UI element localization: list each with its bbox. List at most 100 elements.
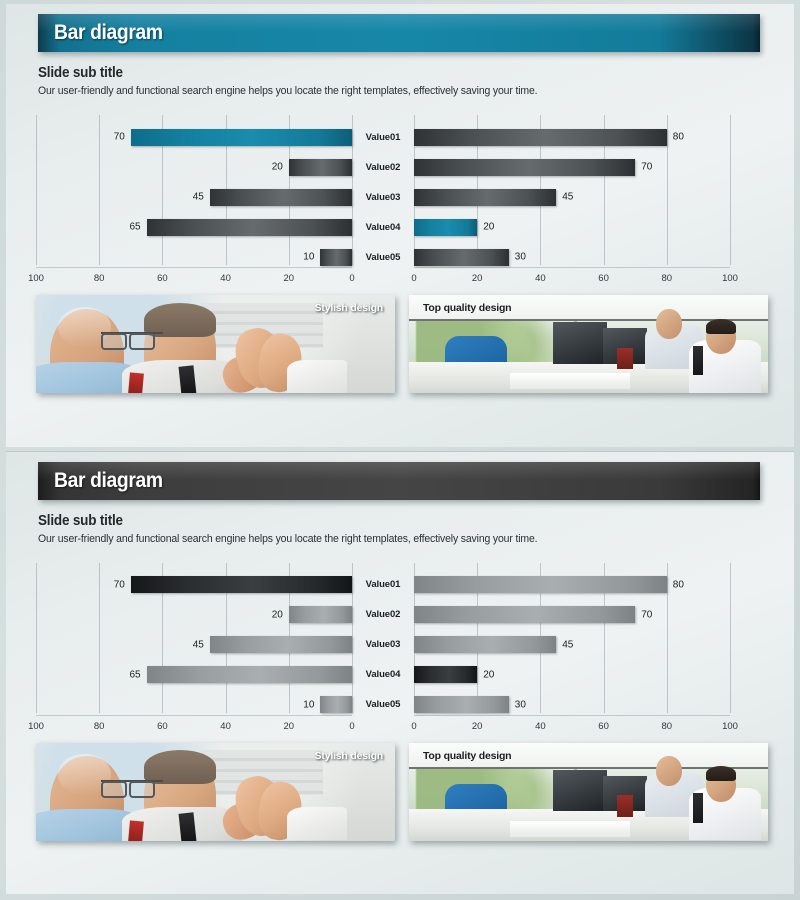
slide-2-subtext: Our user-friendly and functional search … [38, 532, 538, 545]
bar-value05[interactable]: 10 [303, 248, 352, 266]
axis-tick-label: 60 [157, 273, 168, 284]
slide-1-chart-right: 80 70 45 20 30 0 20 40 60 80 100 [411, 115, 738, 287]
bar-value-label: 20 [271, 161, 283, 173]
slide-2-caption-stylish-design: Stylish design [314, 749, 384, 762]
bar-row[interactable]: 10 [36, 242, 352, 272]
bar-row[interactable]: 70 [36, 570, 352, 600]
bar-row[interactable]: 45 [414, 182, 730, 212]
slide-2-charts: 70 20 45 65 10 100 80 60 40 20 0 Value01 Value02 Val… [28, 562, 774, 735]
bar-value01[interactable]: 70 [114, 576, 352, 593]
bar-row[interactable]: 80 [414, 122, 730, 152]
slide-1-photos: Stylish design Top quality design [32, 295, 774, 393]
bar-value01[interactable]: 70 [114, 128, 352, 146]
bar-value02[interactable]: 20 [272, 158, 352, 176]
bar-value05[interactable]: 30 [414, 248, 526, 266]
bar-row[interactable]: 20 [36, 600, 352, 630]
slide-2-subtitle: Slide sub title [38, 512, 123, 529]
photo-monitor-1 [552, 769, 607, 812]
bar-value01[interactable]: 80 [414, 576, 684, 593]
bar-row[interactable]: 20 [414, 660, 730, 690]
bar-value-label: 45 [562, 191, 574, 203]
bar-value03[interactable]: 45 [414, 188, 573, 206]
bar-value-label: 70 [641, 161, 653, 173]
plot-area: 80 70 45 20 30 [414, 115, 731, 266]
axis-tick-label: 80 [661, 720, 673, 732]
axis-tick-label: 20 [471, 273, 483, 284]
bar-value03[interactable]: 45 [193, 636, 352, 653]
bar-rows: 70 20 45 65 10 [36, 115, 352, 272]
photo-caption-band [409, 742, 768, 769]
bar-value03[interactable]: 45 [414, 636, 573, 653]
bar-value-label: 70 [113, 579, 125, 590]
category-label-value03: Value03 [365, 191, 401, 203]
bar-value04[interactable]: 65 [129, 666, 352, 683]
bar-row[interactable]: 30 [414, 242, 730, 272]
bar-value04[interactable]: 20 [414, 666, 494, 683]
axis-tick-label: 40 [535, 720, 546, 732]
bar-row[interactable]: 70 [414, 152, 730, 182]
x-axis: 100 80 60 40 20 0 [28, 714, 355, 735]
bar-rows: 70 20 45 65 10 [36, 563, 352, 720]
axis-tick-label: 100 [722, 273, 738, 284]
bar-value-label: 45 [192, 191, 204, 203]
bar-value05[interactable]: 10 [303, 696, 352, 713]
axis-tick-label: 40 [220, 273, 231, 284]
category-label-value05: Value05 [365, 251, 401, 263]
slide-2-chart-right: 80 70 45 20 30 0 20 40 60 80 100 [411, 562, 738, 735]
slide-2-caption-top-quality-design: Top quality design [423, 749, 512, 762]
slide-2-chart-left: 70 20 45 65 10 100 80 60 40 20 0 [28, 562, 355, 735]
gridline [730, 562, 731, 713]
bar-value03[interactable]: 45 [193, 188, 352, 206]
bar-value-label: 30 [514, 699, 526, 710]
bar-value-label: 70 [641, 609, 653, 620]
category-label-value02: Value02 [365, 161, 401, 173]
photo-papers [509, 373, 630, 390]
photo-person-a-tie [128, 820, 145, 841]
axis-tick-label: 100 [28, 273, 44, 284]
photo-caption-band [409, 295, 768, 321]
axis-tick-label: 60 [157, 720, 168, 732]
slide-1-subtitle: Slide sub title [38, 65, 123, 81]
bar-value04[interactable]: 20 [414, 218, 494, 236]
bar-value-label: 80 [672, 579, 684, 590]
bar-row[interactable]: 45 [36, 630, 352, 660]
bar-value02[interactable]: 70 [414, 158, 652, 176]
photo-monitor-1 [552, 322, 607, 364]
bar-row[interactable]: 80 [414, 570, 730, 600]
photo-seated-man-hair [705, 318, 736, 334]
bar-value02[interactable]: 20 [272, 606, 352, 623]
bar-value-label: 30 [514, 251, 526, 263]
slide-1-title-bar: Bar diagram [38, 14, 760, 52]
slide-1-subtitle-block: Slide sub title Our user-friendly and fu… [38, 65, 774, 97]
axis-tick-label: 0 [411, 273, 417, 284]
category-label-value01: Value01 [365, 131, 401, 143]
bar-value01[interactable]: 80 [414, 128, 684, 146]
bar-value04[interactable]: 65 [129, 218, 352, 236]
axis-tick-label: 20 [283, 273, 295, 284]
bar-value-label: 10 [303, 699, 315, 710]
bar-row[interactable]: 20 [414, 212, 730, 242]
slide-2-category-labels: Value01 Value02 Value03 Value04 Value05 [352, 563, 414, 720]
photo-person-b-hair [143, 750, 216, 785]
axis-tick-label: 60 [598, 720, 609, 732]
bar-row[interactable]: 65 [36, 212, 352, 242]
bar-row[interactable]: 30 [414, 690, 730, 720]
bar-row[interactable]: 45 [414, 630, 730, 660]
bar-value05[interactable]: 30 [414, 696, 526, 713]
bar-value-label: 20 [271, 609, 283, 620]
category-label-value01: Value01 [365, 579, 401, 590]
bar-row[interactable]: 70 [36, 122, 352, 152]
slide-1-subtext: Our user-friendly and functional search … [38, 85, 538, 97]
bar-value-label: 10 [303, 251, 315, 263]
category-label-value02: Value02 [365, 609, 401, 620]
bar-value-label: 80 [672, 131, 684, 143]
axis-tick-label: 20 [471, 720, 483, 732]
bar-row[interactable]: 70 [414, 600, 730, 630]
bar-row[interactable]: 65 [36, 660, 352, 690]
bar-row[interactable]: 10 [36, 690, 352, 720]
bar-row[interactable]: 20 [36, 152, 352, 182]
bar-value02[interactable]: 70 [414, 606, 652, 623]
bar-row[interactable]: 45 [36, 182, 352, 212]
axis-tick-label: 0 [349, 720, 355, 732]
